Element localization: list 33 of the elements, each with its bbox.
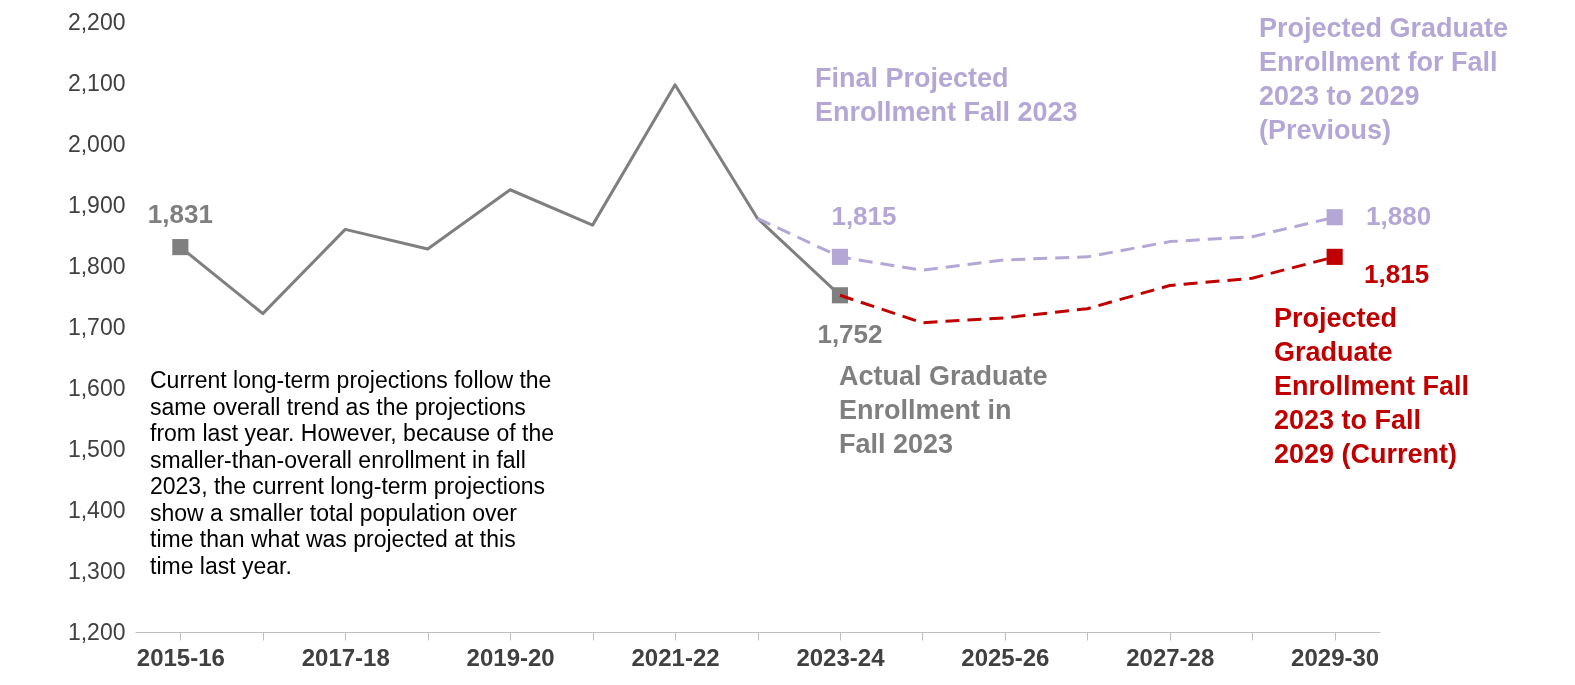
y-tick-label: 1,600 [67, 374, 126, 401]
x-tick-label: 2015-16 [136, 643, 225, 671]
x-tick-label: 2027-28 [1126, 643, 1215, 671]
y-tick-label: 1,800 [67, 252, 126, 279]
x-tick-label: 2025-26 [961, 643, 1050, 671]
data-label: 1,815 [831, 200, 897, 231]
annotation: Final Projected Enrollment Fall 2023 [815, 63, 1078, 127]
x-tick-label: 2017-18 [301, 643, 390, 671]
annotation: Current long-term projections follow the same overall trend as the projections from last year. However, because of the smaller-than-overall enrollment in fall 2023, the current long-term projections show a smaller total population over time than what was projected at this time last year. [150, 367, 554, 579]
y-tick-label: 1,900 [67, 191, 126, 218]
y-tick-label: 2,100 [67, 69, 126, 96]
y-tick-label: 1,400 [67, 496, 126, 523]
x-tick-label: 2019-20 [466, 643, 555, 671]
y-tick-label: 1,700 [67, 313, 126, 340]
y-tick-label: 1,500 [67, 435, 126, 462]
y-tick-label: 1,200 [67, 618, 126, 645]
point [1326, 248, 1343, 265]
x-tick-label: 2029-30 [1291, 643, 1380, 671]
data-label: 1,752 [817, 319, 883, 350]
annotation: Projected Graduate Enrollment for Fall 2023 to 2029 (Previous) [1259, 13, 1509, 145]
data-label: 1,831 [147, 199, 213, 230]
y-tick-label: 2,000 [67, 130, 126, 157]
point [1326, 209, 1343, 226]
y-tick-label: 2,200 [67, 8, 126, 35]
x-tick-label: 2021-22 [631, 643, 720, 671]
annotation: Actual Graduate Enrollment in Fall 2023 [839, 361, 1048, 459]
data-label: 1,815 [1364, 258, 1430, 289]
x-tick-label: 2023-24 [796, 643, 886, 671]
y-tick-label: 1,300 [67, 557, 126, 584]
data-label: 1,880 [1366, 201, 1432, 232]
point [172, 239, 189, 256]
point [831, 248, 849, 265]
annotation: Projected Graduate Enrollment Fall 2023 to Fall 2029 (Current) [1274, 303, 1470, 469]
